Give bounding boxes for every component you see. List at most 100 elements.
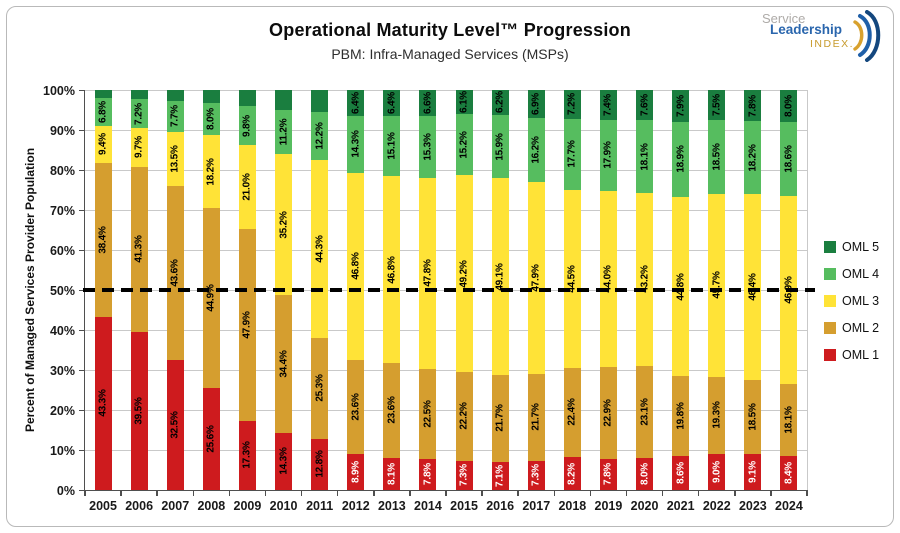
bar-segment (347, 360, 365, 455)
x-tick (264, 490, 267, 496)
bar-segment-label: 18.5% (747, 402, 759, 431)
bar-segment (238, 90, 256, 106)
bar-segment (275, 432, 293, 490)
y-tick-50 (79, 289, 85, 291)
bar-2009: 17.3% 47.9% 21.0% 9.8% (238, 90, 256, 490)
bar-segment-label: 41.3% (133, 235, 145, 264)
y-tick-100 (79, 89, 85, 91)
bar-segment-label: 49.2% (458, 259, 470, 288)
bar-segment (599, 458, 617, 490)
bar-2013: 8.1% 23.6% 46.8% 15.1% 6.4% (383, 90, 401, 490)
bar-segment-label: 18.6% (783, 145, 795, 173)
bar-segment (780, 90, 798, 122)
bar-segment (275, 295, 293, 433)
bar-segment (347, 172, 365, 360)
bar-segment-label: 25.6% (205, 425, 217, 453)
x-tick (373, 490, 375, 496)
x-tick (481, 490, 483, 496)
bar-segment-label: 47.8% (422, 259, 434, 287)
legend-item-oml-5: OML 5 (824, 240, 879, 254)
bar-segment (275, 154, 293, 296)
bar-segment-label: 46.8% (386, 255, 398, 284)
bar-segment (744, 121, 762, 194)
bar-segment (419, 368, 437, 459)
bar-segment (708, 454, 726, 490)
bar-segment (636, 90, 654, 121)
x-tick (553, 490, 556, 496)
bar-segment-label: 22.4% (566, 398, 578, 427)
legend-swatch (824, 268, 836, 280)
legend-label: OML 1 (842, 348, 880, 362)
gridline-80 (85, 170, 807, 171)
bar-segment (744, 194, 762, 380)
bar-segment (780, 122, 798, 197)
bar-segment-label: 13.5% (169, 144, 181, 173)
bar-segment-label: 8.4% (783, 462, 795, 485)
bar-segment-label: 23.6% (386, 396, 398, 425)
x-tick-label-2023: 2023 (738, 499, 767, 513)
gridline-10 (85, 450, 807, 451)
x-tick (156, 490, 158, 496)
gridline-30 (85, 370, 807, 371)
x-tick (734, 490, 736, 496)
bar-segment (311, 111, 329, 161)
bar-segment-label: 9.7% (133, 136, 145, 159)
bar-segment (599, 367, 617, 459)
x-tick-label-2016: 2016 (486, 499, 515, 513)
bar-segment (202, 90, 220, 104)
bar-segment (202, 208, 220, 388)
bar-segment (780, 456, 798, 490)
y-tick-label: 0% (56, 484, 75, 498)
bar-segment-label: 18.2% (205, 157, 217, 186)
y-axis-title: Percent of Managed Services Provider Pop… (23, 147, 37, 433)
x-tick (770, 490, 772, 496)
bar-segment (491, 90, 509, 115)
bar-segment-label: 23.6% (350, 393, 362, 421)
x-tick-label-2009: 2009 (233, 499, 262, 513)
x-tick-label-2007: 2007 (161, 499, 190, 513)
x-tick-label-2010: 2010 (269, 499, 298, 513)
bar-segment (527, 117, 545, 183)
y-tick-label: 40% (49, 324, 75, 338)
x-tick (300, 490, 303, 496)
y-tick-70 (79, 209, 85, 211)
bar-segment-label: 8.0% (205, 108, 217, 131)
x-tick-label-2012: 2012 (341, 499, 370, 513)
bar-segment (491, 461, 509, 490)
bar-segment-label: 15.2% (458, 131, 470, 159)
bar-segment-label: 8.0% (783, 95, 795, 117)
legend-label: OML 5 (842, 240, 880, 254)
bar-segment (94, 90, 112, 99)
bar-segment-label: 8.2% (566, 462, 578, 485)
bar-segment-label: 12.8% (314, 450, 326, 479)
legend-swatch (824, 322, 836, 334)
x-tick-label-2014: 2014 (414, 499, 442, 513)
bar-segment-label: 14.3% (350, 130, 362, 158)
legend-item-oml-1: OML 1 (824, 348, 879, 362)
bar-segment (166, 100, 184, 132)
bar-segment (202, 387, 220, 490)
plot-area: 0% 10% 20% 30% 40% 50% 60% 70% 80% 90% 100% 2005 43.… (43, 84, 815, 513)
bar-2007: 32.5% 43.6% 13.5% 7.7% (166, 90, 184, 490)
bar-segment (672, 90, 690, 122)
bar-2022: 9.0% 19.3% 45.7% 18.5% 7.5% (708, 90, 726, 490)
bar-segment (419, 177, 437, 369)
bar-2020: 8.0% 23.1% 43.2% 18.1% 7.6% (636, 90, 654, 490)
y-tick-label: 100% (43, 84, 75, 98)
bar-segment (455, 175, 473, 372)
bar-segment (419, 458, 437, 490)
bar-segment-label: 15.3% (422, 133, 434, 161)
swoosh-icon (853, 10, 881, 62)
bar-segment (563, 90, 581, 119)
bar-segment (672, 376, 690, 456)
gridline-60 (85, 250, 807, 251)
bar-2016: 7.1% 21.7% 49.1% 15.9% 6.2% (491, 90, 509, 490)
bar-segment-label: 43.6% (169, 259, 181, 287)
bar-2010: 14.3% 34.4% 35.2% 11.2% (275, 90, 293, 490)
bar-segment-label: 22.5% (422, 400, 434, 428)
bar-segment-label: 21.7% (494, 404, 506, 432)
bar-segment (491, 178, 509, 375)
bar-segment-label: 7.8% (747, 94, 759, 117)
bar-segment (563, 118, 581, 190)
bar-segment (563, 189, 581, 368)
